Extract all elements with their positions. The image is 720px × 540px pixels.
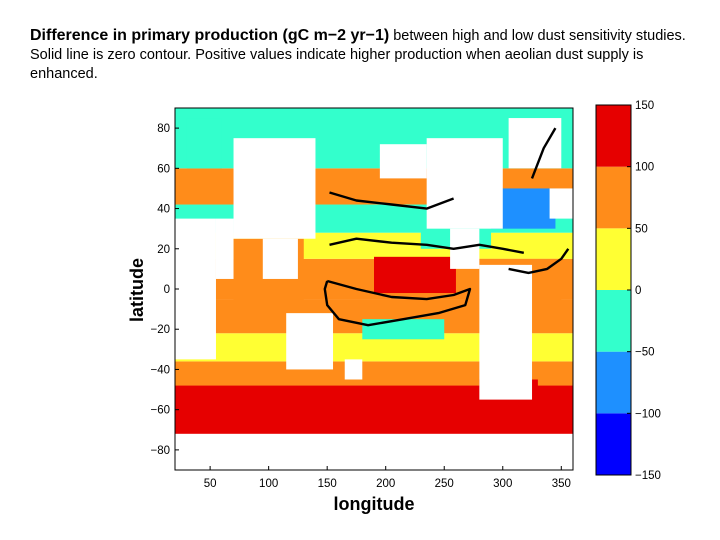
colorbar-swatch (596, 290, 631, 352)
plot-area (175, 108, 573, 470)
land-mask (479, 264, 533, 400)
colorbar-swatch (596, 413, 631, 475)
zero-contour-line (508, 248, 570, 275)
zero-contours (323, 127, 570, 327)
heatmap-band (175, 433, 573, 470)
colorbar-tick-label: 150 (635, 100, 654, 112)
land-mask (549, 188, 573, 219)
zero-contour-line (329, 191, 455, 210)
y-axis-label: latitude (127, 258, 147, 322)
chart-caption: Difference in primary production (gC m−2… (30, 26, 700, 84)
x-axis-label: longitude (334, 494, 415, 514)
y-tick-label: −60 (150, 405, 170, 417)
y-tick-label: −80 (150, 445, 170, 457)
x-tick-label: 50 (204, 478, 217, 490)
x-tick-label: 100 (259, 478, 278, 490)
colorbar-swatch (596, 105, 631, 167)
land-mask (344, 359, 363, 380)
chart-title: Difference in primary production (gC m−2… (30, 27, 390, 44)
colorbar-swatch (596, 351, 631, 414)
heatmap-region (374, 256, 456, 294)
zero-contour-line (530, 127, 557, 179)
y-tick-label: −20 (150, 324, 170, 336)
heatmap-region (186, 118, 222, 169)
land-mask (426, 138, 503, 229)
x-tick-label: 350 (552, 478, 571, 490)
colorbar-tick-label: −150 (635, 470, 661, 482)
land-mask (262, 238, 298, 279)
colorbar-tick-label: −50 (635, 347, 655, 359)
colorbar-swatch (596, 166, 631, 229)
y-tick-label: −40 (150, 364, 170, 376)
y-tick-label: 20 (157, 244, 170, 256)
zero-contour-line (329, 237, 525, 254)
y-tick-label: 0 (164, 284, 170, 296)
land-mask (175, 218, 216, 360)
y-tick-label: 60 (157, 163, 170, 175)
y-tick-label: 80 (157, 123, 170, 135)
chart-caption-text: between high and low dust sensitivity st… (30, 28, 686, 82)
land-mask (286, 313, 334, 370)
y-axis: 80 60 40 20 0 −20 −40 −60 −80 (150, 123, 179, 457)
colorbar-tick-label: −100 (635, 408, 661, 420)
colorbar: 150 100 50 0 −50 −100 −150 (595, 100, 661, 482)
land-mask (215, 218, 234, 279)
colorbar-tick-label: 50 (635, 223, 648, 235)
x-tick-label: 250 (435, 478, 454, 490)
y-tick-label: 40 (157, 204, 170, 216)
colorbar-tick-label: 100 (635, 162, 654, 174)
x-axis: 50 100 150 200 250 300 350 (204, 466, 571, 490)
x-tick-label: 200 (376, 478, 395, 490)
land-mask (508, 118, 562, 169)
colorbar-tick-label: 0 (635, 285, 641, 297)
x-tick-label: 300 (493, 478, 512, 490)
heatmap-region (362, 319, 445, 340)
zero-contour-line (323, 279, 472, 327)
land-mask (379, 144, 427, 179)
x-tick-label: 150 (318, 478, 337, 490)
colorbar-swatch (596, 228, 631, 290)
land-mask (233, 138, 316, 239)
